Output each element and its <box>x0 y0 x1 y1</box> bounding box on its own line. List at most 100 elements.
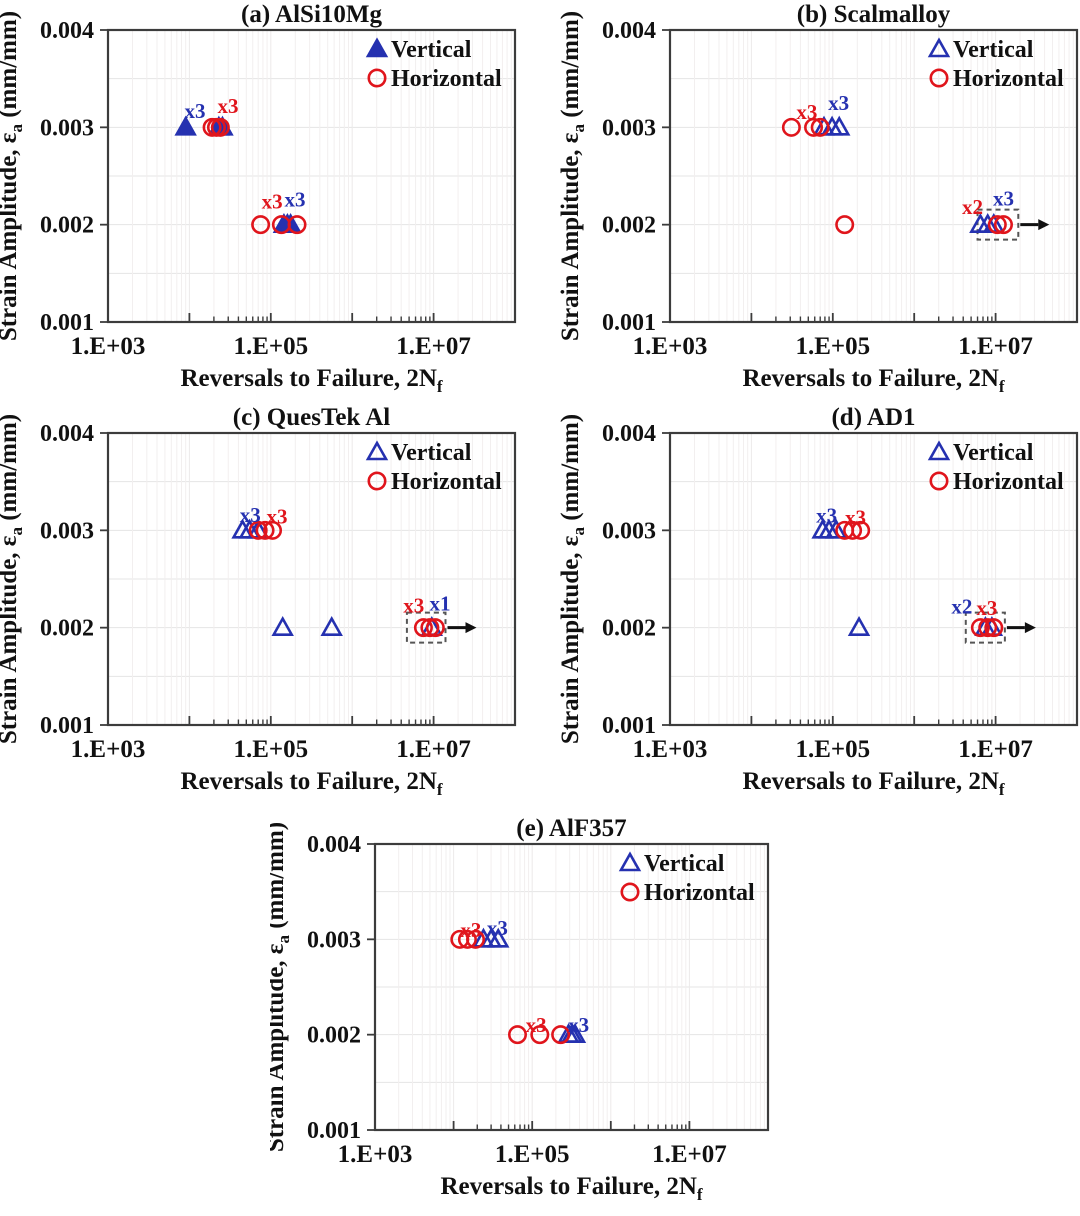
y-axis-label-main: Strain Amplitude, ε <box>0 132 22 341</box>
repeat-count-label: x3 <box>796 100 817 124</box>
repeat-count-label: x3 <box>976 596 997 620</box>
legend: Vertical Horizontal <box>927 440 1064 495</box>
runout-box <box>964 611 1006 644</box>
x-tick-label: 1.E+07 <box>396 333 471 360</box>
chart-panel-scalmalloy: 1.E+03 1.E+05 1.E+07 0.001 0.002 0.003 0.004 (b… <box>540 0 1080 400</box>
gridlines <box>108 433 515 725</box>
y-tick-label: 0.001 <box>602 713 656 739</box>
y-axis-label-subscript: a <box>7 527 26 536</box>
x-tick-label: 1.E+07 <box>958 333 1033 360</box>
axis-ticks <box>662 29 997 323</box>
x-axis-label-subscript: f <box>437 780 443 799</box>
y-tick-label: 0.001 <box>307 1118 361 1144</box>
series-horizontal <box>835 520 1004 638</box>
data-point-horizontal-circle-icon <box>781 117 801 137</box>
x-axis-label-main: Reversals to Failure, 2N <box>180 365 436 392</box>
x-tick-label: 1.E+03 <box>71 333 146 360</box>
y-tick-label: 0.002 <box>40 616 94 642</box>
runout-arrow-head-icon <box>465 622 477 634</box>
data-point-horizontal-circle-icon <box>804 117 824 137</box>
gridlines <box>375 844 768 1130</box>
y-axis-label-units: (mm/mm) <box>0 11 22 124</box>
legend: Vertical Horizontal <box>365 440 502 495</box>
chart-panel-ad1: 1.E+03 1.E+05 1.E+07 0.001 0.002 0.003 0.004 (d… <box>540 400 1080 811</box>
repeat-count-label: x3 <box>526 1013 547 1037</box>
x-axis-label-subscript: f <box>999 780 1005 799</box>
y-tick-label: 0.002 <box>40 213 94 239</box>
repeat-count-label: x3 <box>568 1013 589 1037</box>
series-horizontal <box>781 117 1013 235</box>
x-axis-label: Reversals to Failure, 2Nf <box>742 365 1004 396</box>
data-point-horizontal-circle-icon <box>978 618 998 638</box>
gridlines <box>108 30 515 322</box>
y-tick-label: 0.004 <box>602 18 656 44</box>
data-point-vertical-triangle-icon <box>563 1023 587 1043</box>
legend-horizontal-marker-icon <box>367 68 387 88</box>
y-axis-label-subscript: a <box>274 935 293 944</box>
data-point-horizontal-circle-icon <box>507 1025 527 1045</box>
repeat-count-label: x1 <box>430 591 451 615</box>
data-point-horizontal-circle-icon <box>248 520 268 540</box>
legend-vertical-marker-icon <box>927 37 951 58</box>
y-axis-label: Strain Amplitude, εa (mm/mm) <box>557 414 588 744</box>
repeat-count-label: x3 <box>240 503 261 527</box>
data-point-horizontal-circle-icon <box>987 215 1007 235</box>
legend-horizontal-marker-icon <box>929 68 949 88</box>
axis-ticks <box>100 29 435 323</box>
data-point-horizontal-circle-icon <box>993 215 1013 235</box>
gridlines <box>670 30 1077 322</box>
x-tick-label: 1.E+03 <box>71 736 146 763</box>
axis-ticks <box>367 843 691 1131</box>
x-axis-label: Reversals to Failure, 2Nf <box>742 768 1004 799</box>
chart-title: (e) AlF357 <box>516 815 626 842</box>
data-point-horizontal-circle-icon <box>457 929 477 949</box>
legend: Vertical Horizontal <box>618 851 755 906</box>
legend-vertical-marker-icon <box>365 440 389 461</box>
y-tick-label: 0.001 <box>602 310 656 336</box>
y-tick-label: 0.004 <box>40 18 94 44</box>
x-tick-label: 1.E+03 <box>338 1141 413 1168</box>
data-point-horizontal-circle-icon <box>263 520 283 540</box>
data-point-horizontal-circle-icon <box>210 117 230 137</box>
repeat-count-label: x3 <box>218 94 239 118</box>
y-axis-label-main: Strain Amplitude, ε <box>557 535 584 744</box>
data-point-vertical-triangle-icon <box>824 518 848 539</box>
data-point-horizontal-circle-icon <box>810 117 830 137</box>
y-axis-label-units: (mm/mm) <box>557 11 584 124</box>
data-point-horizontal-circle-icon <box>420 618 440 638</box>
chart-panel-alsi10mg: 1.E+03 1.E+05 1.E+07 0.001 0.002 0.003 0.004 (a… <box>0 0 540 400</box>
data-point-horizontal-circle-icon <box>413 618 433 638</box>
axis-ticks <box>100 432 435 726</box>
runout-box <box>976 208 1020 241</box>
y-axis-label-main: Strain Amplitude, ε <box>270 943 289 1152</box>
repeat-count-label: x3 <box>828 91 849 115</box>
plot-frame <box>106 431 517 727</box>
repeat-count-label: x3 <box>284 187 305 211</box>
legend-horizontal-label: Horizontal <box>391 66 502 92</box>
y-axis-label-units: (mm/mm) <box>270 822 289 935</box>
x-axis-label-main: Reversals to Failure, 2N <box>742 768 998 795</box>
data-point-vertical-triangle-icon <box>271 616 294 636</box>
legend-horizontal-label: Horizontal <box>391 469 502 495</box>
x-axis-label-subscript: f <box>437 377 443 396</box>
data-point-horizontal-circle-icon <box>835 215 855 235</box>
legend-vertical-label: Vertical <box>391 440 472 466</box>
series-vertical <box>472 927 587 1043</box>
data-point-horizontal-circle-icon <box>530 1025 550 1045</box>
y-tick-label: 0.001 <box>40 713 94 739</box>
y-axis-label-units: (mm/mm) <box>0 414 22 527</box>
y-tick-label: 0.002 <box>307 1023 361 1049</box>
y-axis-label-subscript: a <box>569 124 588 133</box>
legend-vertical-marker-icon <box>365 37 389 58</box>
data-point-vertical-triangle-icon <box>174 115 197 136</box>
legend-vertical-label: Vertical <box>953 440 1034 466</box>
repeat-count-label: x3 <box>184 99 205 123</box>
series-horizontal <box>248 520 445 638</box>
legend: Vertical Horizontal <box>365 37 502 92</box>
chart-title: (d) AD1 <box>831 404 915 431</box>
repeat-count-label: x3 <box>993 186 1014 210</box>
x-axis-label-main: Reversals to Failure, 2N <box>180 768 436 795</box>
repeat-count-label: x3 <box>487 916 508 940</box>
legend-vertical-marker-icon <box>618 851 642 872</box>
y-axis-label-subscript: a <box>569 527 588 536</box>
